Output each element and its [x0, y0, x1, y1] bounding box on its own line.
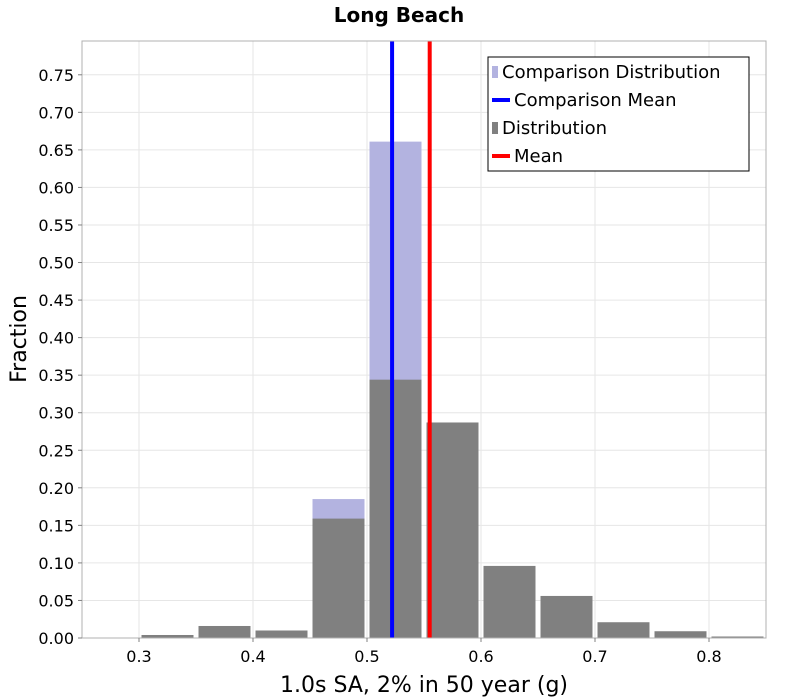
y-tick-label: 0.05 [38, 591, 74, 610]
y-tick-label: 0.45 [38, 291, 74, 310]
bar-distribution-5 [426, 422, 479, 638]
legend-swatch-distribution [492, 122, 498, 134]
y-tick-label: 0.25 [38, 441, 74, 460]
y-tick-label: 0.15 [38, 516, 74, 535]
y-tick-label: 0.20 [38, 479, 74, 498]
y-tick-label: 0.30 [38, 404, 74, 423]
bar-distribution-0 [141, 634, 194, 638]
y-axis-label: Fraction [7, 295, 32, 383]
x-tick-label: 0.8 [696, 647, 721, 666]
bar-distribution-4 [369, 379, 422, 638]
y-tick-label: 0.00 [38, 629, 74, 648]
x-tick-label: 0.5 [354, 647, 379, 666]
x-tick-label: 0.3 [126, 647, 151, 666]
x-axis: 0.3 0.4 0.5 0.6 0.7 0.8 [126, 638, 722, 666]
legend: Comparison Distribution Comparison Mean Di… [487, 56, 750, 172]
bar-distribution-10 [711, 636, 764, 638]
y-tick-label: 0.60 [38, 178, 74, 197]
bar-distribution-7 [540, 595, 593, 638]
x-tick-label: 0.6 [468, 647, 493, 666]
bar-distribution-9 [654, 631, 707, 638]
y-tick-label: 0.35 [38, 366, 74, 385]
x-tick-label: 0.4 [240, 647, 265, 666]
y-tick-label: 0.65 [38, 141, 74, 160]
y-tick-label: 0.55 [38, 216, 74, 235]
y-tick-label: 0.75 [38, 66, 74, 85]
bar-distribution-8 [597, 622, 650, 638]
y-tick-label: 0.40 [38, 329, 74, 348]
grid [82, 41, 766, 639]
legend-label-distribution: Distribution [502, 118, 607, 139]
bar-distribution-1 [198, 625, 251, 638]
legend-box [487, 56, 750, 172]
y-tick-label: 0.70 [38, 103, 74, 122]
bar-distribution-6 [483, 565, 536, 638]
legend-label-mean: Mean [514, 146, 563, 167]
bars [141, 141, 764, 639]
legend-swatch-comparison-distribution [492, 66, 498, 78]
y-axis: 0.00 0.05 0.10 0.15 0.20 0.25 0.30 0.35 0.40 0.45… [38, 66, 82, 648]
legend-label-comparison-distribution: Comparison Distribution [502, 62, 721, 83]
legend-label-comparison-mean: Comparison Mean [514, 90, 677, 111]
x-tick-label: 0.7 [582, 647, 607, 666]
plot-border [81, 40, 767, 639]
x-axis-label: 1.0s SA, 2% in 50 year (g) [280, 673, 568, 698]
bar-distribution-2 [255, 630, 308, 638]
mean-lines [390, 41, 432, 638]
chart-title: Long Beach [334, 3, 464, 27]
y-tick-label: 0.50 [38, 254, 74, 273]
y-tick-label: 0.10 [38, 554, 74, 573]
bar-distribution-3 [312, 518, 365, 638]
